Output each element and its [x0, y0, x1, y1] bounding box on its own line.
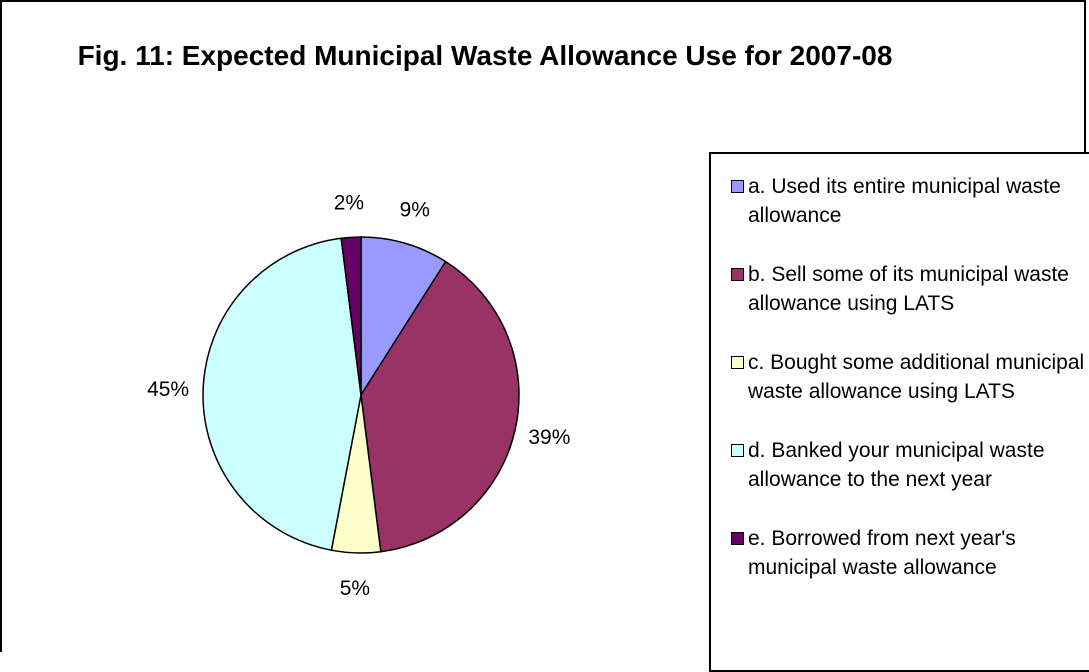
pie-slice-b: [360, 260, 520, 553]
legend: a. Used its entire municipal waste allow…: [709, 152, 1089, 672]
pie-slice-a: [360, 236, 447, 398]
pie-chart: 9% 39% 5% 45% 2%: [147, 191, 570, 600]
legend-item-d: d. Banked your municipal waste allowance…: [731, 436, 1089, 494]
legend-swatch-e: [731, 532, 744, 545]
legend-swatch-b: [731, 268, 744, 281]
legend-label-d: d. Banked your municipal waste allowance…: [748, 439, 1045, 491]
slice-label-c: 5%: [340, 577, 370, 600]
legend-swatch-d: [731, 444, 744, 457]
slice-label-e: 2%: [334, 191, 364, 214]
pie-slice-e: [340, 236, 362, 396]
legend-label-c: c. Bought some additional municipal wast…: [748, 351, 1085, 403]
legend-swatch-a: [731, 180, 744, 193]
legend-item-e: e. Borrowed from next year's municipal w…: [731, 524, 1089, 582]
legend-item-a: a. Used its entire municipal waste allow…: [731, 172, 1089, 230]
legend-label-b: b. Sell some of its municipal waste allo…: [748, 263, 1069, 315]
legend-item-b: b. Sell some of its municipal waste allo…: [731, 260, 1089, 318]
slice-label-b: 39%: [528, 426, 570, 449]
legend-label-a: a. Used its entire municipal waste allow…: [748, 175, 1061, 227]
legend-swatch-c: [731, 356, 744, 369]
legend-item-c: c. Bought some additional municipal wast…: [731, 348, 1089, 406]
legend-label-e: e. Borrowed from next year's municipal w…: [748, 527, 1016, 579]
slice-label-a: 9%: [400, 199, 430, 222]
pie-slice-d: [202, 237, 362, 552]
chart-title: Fig. 11: Expected Municipal Waste Allowa…: [77, 40, 893, 71]
slice-label-d: 45%: [147, 378, 189, 401]
